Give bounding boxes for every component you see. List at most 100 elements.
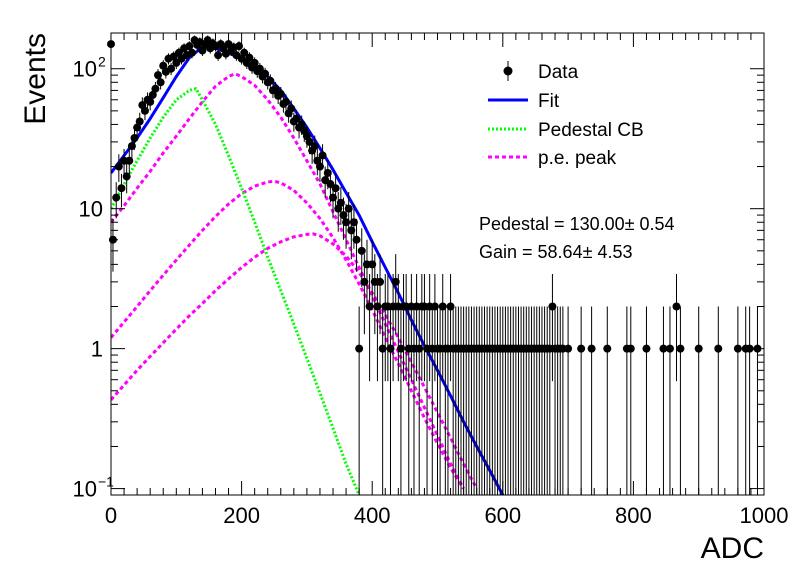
data-point bbox=[339, 211, 348, 220]
data-point bbox=[659, 344, 668, 353]
x-tick-label: 1000 bbox=[740, 503, 789, 528]
data-point bbox=[415, 344, 424, 353]
pe-peak-curve-2 bbox=[111, 179, 465, 490]
y-tick-label: 10 bbox=[79, 197, 103, 222]
data-point bbox=[373, 302, 382, 311]
data-point bbox=[240, 48, 249, 57]
data-point bbox=[154, 71, 163, 80]
data-point bbox=[336, 198, 345, 207]
x-tick-label: 800 bbox=[615, 503, 652, 528]
data-point bbox=[665, 344, 674, 353]
data-point bbox=[329, 193, 338, 202]
data-point bbox=[261, 69, 270, 78]
data-point bbox=[114, 162, 123, 171]
data-point bbox=[694, 344, 703, 353]
data-point bbox=[282, 97, 291, 106]
x-tick-label: 600 bbox=[484, 503, 521, 528]
data-point bbox=[446, 302, 455, 311]
data-point bbox=[349, 218, 358, 227]
x-tick-label: 400 bbox=[354, 503, 391, 528]
data-point bbox=[745, 344, 754, 353]
data-point bbox=[587, 344, 596, 353]
data-point bbox=[151, 84, 160, 93]
data-point bbox=[148, 90, 157, 99]
data-point bbox=[125, 156, 134, 165]
legend-label: Fit bbox=[538, 91, 560, 112]
y-tick-exponent: 2 bbox=[98, 54, 106, 70]
data-point bbox=[292, 114, 301, 123]
data-point bbox=[714, 344, 723, 353]
data-point bbox=[323, 168, 332, 177]
legend-label: p.e. peak bbox=[538, 148, 617, 169]
data-point bbox=[368, 260, 377, 269]
legend-marker-data bbox=[503, 66, 513, 76]
data-point bbox=[342, 218, 351, 227]
data-point bbox=[331, 184, 340, 193]
data-point bbox=[185, 42, 194, 51]
data-point bbox=[214, 51, 223, 60]
pedestal-cb-curve bbox=[111, 87, 361, 495]
y-axis-title: Events bbox=[19, 33, 52, 125]
data-point bbox=[603, 344, 612, 353]
data-point bbox=[352, 235, 361, 244]
data-point bbox=[156, 78, 165, 87]
data-point bbox=[733, 344, 742, 353]
data-point bbox=[626, 344, 635, 353]
y-tick-label: 10 bbox=[73, 477, 97, 502]
legend-label: Pedestal CB bbox=[538, 120, 644, 141]
data-point bbox=[391, 277, 400, 286]
fit-annotation: Gain = 58.64± 4.53 bbox=[479, 242, 633, 262]
data-point bbox=[396, 344, 405, 353]
data-point bbox=[159, 61, 168, 70]
data-point bbox=[564, 344, 573, 353]
data-point bbox=[376, 277, 385, 286]
data-point bbox=[234, 42, 243, 51]
data-point bbox=[642, 344, 651, 353]
data-point bbox=[250, 58, 259, 67]
data-point bbox=[344, 204, 353, 213]
data-point bbox=[360, 277, 369, 286]
data-point bbox=[127, 142, 136, 151]
data-point bbox=[167, 64, 176, 73]
data-point bbox=[112, 193, 121, 202]
data-point bbox=[133, 123, 142, 132]
data-point bbox=[245, 53, 254, 62]
y-tick-label: 10 bbox=[73, 57, 97, 82]
data-point bbox=[315, 162, 324, 171]
data-point bbox=[365, 302, 374, 311]
data-point bbox=[548, 302, 557, 311]
data-point bbox=[135, 117, 144, 126]
data-point bbox=[355, 344, 364, 353]
y-tick-label: 1 bbox=[91, 337, 103, 362]
y-tick-exponent: −1 bbox=[98, 474, 114, 490]
data-point bbox=[430, 302, 439, 311]
data-point bbox=[347, 226, 356, 235]
data-point bbox=[287, 104, 296, 113]
data-point bbox=[198, 46, 207, 55]
data-point bbox=[122, 172, 131, 181]
data-point bbox=[255, 64, 264, 73]
data-point bbox=[386, 344, 395, 353]
data-point bbox=[140, 106, 149, 115]
data-point bbox=[276, 89, 285, 98]
data-point bbox=[187, 48, 196, 57]
data-point bbox=[672, 302, 681, 311]
data-point bbox=[130, 133, 139, 142]
data-point bbox=[318, 151, 327, 160]
x-tick-label: 0 bbox=[105, 503, 117, 528]
data-point bbox=[438, 302, 447, 311]
data-point bbox=[117, 184, 126, 193]
x-axis-title: ADC bbox=[701, 532, 764, 565]
data-point bbox=[577, 344, 586, 353]
data-point bbox=[310, 142, 319, 151]
x-tick-label: 200 bbox=[223, 503, 260, 528]
data-point bbox=[297, 120, 306, 129]
data-point bbox=[266, 76, 275, 85]
data-point bbox=[146, 97, 155, 106]
legend-label: Data bbox=[538, 62, 579, 83]
fit-annotation: Pedestal = 130.00± 0.54 bbox=[479, 214, 675, 234]
pe-peak-curve-1 bbox=[111, 72, 465, 490]
data-point bbox=[378, 344, 387, 353]
data-point bbox=[271, 84, 280, 93]
